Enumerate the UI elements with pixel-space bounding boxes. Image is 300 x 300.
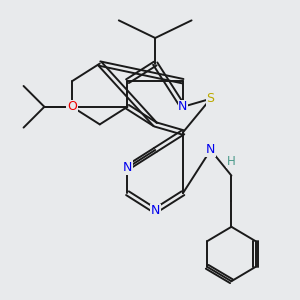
Text: N: N [123,161,132,174]
Text: H: H [227,155,236,168]
Text: N: N [151,204,160,217]
Text: N: N [206,143,215,157]
Text: O: O [67,100,77,113]
Text: S: S [207,92,214,105]
Text: N: N [178,100,188,113]
